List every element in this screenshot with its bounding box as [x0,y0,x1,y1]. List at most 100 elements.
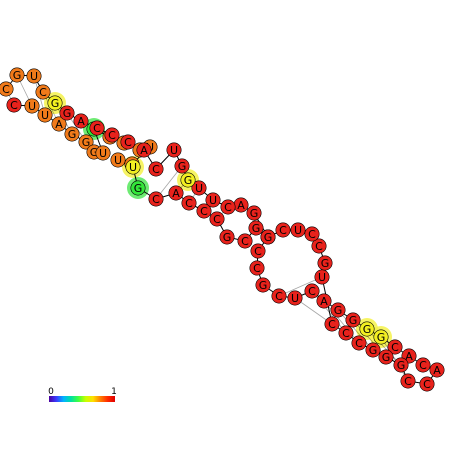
nucleotide-circle [181,195,197,211]
nucleotide-circle [249,260,265,276]
nucleotide-letter: C [152,163,160,176]
nucleotide-letter: A [405,350,413,363]
nucleotide: U [314,269,330,285]
nucleotide-letter: C [241,235,249,248]
nucleotide: G [219,229,235,245]
nucleotide-letter: U [30,70,38,83]
base-pair-bond [352,319,387,358]
nucleotide-letter: C [391,341,399,354]
nucleotide: U [125,159,141,175]
nucleotide-letter: C [253,262,261,275]
nucleotide-circle [196,203,212,219]
nucleotide-circle [24,98,40,114]
nucleotide-circle [9,67,25,83]
nucleotide-letter: C [2,83,10,96]
nucleotide: C [250,243,266,259]
nucleotide-layer: CUUAGGGUGCUCUGUUGCACCCGCGACCGCUCAGGGGCAC… [0,67,445,392]
nucleotide: C [120,134,136,150]
nucleotide: G [345,312,361,328]
nucleotide-circle [345,312,361,328]
nucleotide-letter: G [397,359,406,372]
nucleotide-circle [316,293,332,309]
nucleotide: G [317,255,333,271]
nucleotide-circle [359,321,375,337]
nucleotide-circle [246,205,262,221]
nucleotide-circle [120,134,136,150]
nucleotide-circle [78,134,94,150]
nucleotide: C [0,81,14,97]
nucleotide: G [248,220,264,236]
color-scale-legend: 0 1 [48,387,117,402]
nucleotide-letter: G [321,257,330,270]
nucleotide-letter: G [178,160,187,173]
nucleotide-letter: C [254,245,262,258]
nucleotide-circle [95,145,111,161]
nucleotide: C [271,288,287,304]
nucleotide: G [174,158,190,174]
nucleotide-letter: U [28,100,36,113]
nucleotide: C [196,203,212,219]
nucleotide-circle [89,120,105,136]
nucleotide: C [304,226,320,242]
nucleotide-letter: U [195,182,203,195]
nucleotide: C [148,191,164,207]
nucleotide-letter: C [404,375,412,388]
nucleotide-letter: C [185,197,193,210]
nucleotide-letter: G [334,304,343,317]
nucleotide-letter: C [342,327,350,340]
nucleotide-letter: G [264,231,273,244]
nucleotide-letter: C [279,224,287,237]
base-pair-bond [337,309,374,351]
nucleotide-letter: C [213,213,221,226]
nucleotide-circle [365,342,381,358]
nucleotide-circle [271,288,287,304]
nucleotide: A [316,293,332,309]
nucleotide-circle [180,172,196,188]
nucleotide-letter: A [77,115,85,128]
nucleotide: G [130,180,146,196]
nucleotide-circle [104,127,120,143]
nucleotide-circle [73,113,89,129]
nucleotide-letter: G [377,331,386,344]
nucleotide: U [191,180,207,196]
nucleotide: C [415,357,431,373]
nucleotide-circle [415,357,431,373]
nucleotide-letter: G [184,174,193,187]
base-pair-bond [323,300,360,344]
nucleotide-circle [26,68,42,84]
nucleotide: G [330,302,346,318]
nucleotide-letter: U [129,161,137,174]
nucleotide-circle [400,373,416,389]
nucleotide: A [51,116,67,132]
nucleotide: U [110,152,126,168]
nucleotide: C [104,127,120,143]
nucleotide-letter: C [10,99,18,112]
nucleotide-circle [275,222,291,238]
nucleotide-letter: G [134,182,143,195]
nucleotide: C [419,376,435,392]
nucleotide-circle [373,329,389,345]
nucleotide-circle [429,362,445,378]
nucleotide-letter: G [252,222,261,235]
nucleotide: C [400,373,416,389]
nucleotide-circle [378,349,394,365]
nucleotide: U [166,142,182,158]
nucleotide-letter: G [259,279,268,292]
nucleotide-circle [220,199,236,215]
nucleotide-circle [125,159,141,175]
nucleotide-circle [148,161,164,177]
nucleotide-letter: C [200,205,208,218]
nucleotide-circle [6,97,22,113]
nucleotide-circle [110,152,126,168]
base-pair-bond [294,297,333,325]
nucleotide-letter: G [349,314,358,327]
nucleotide: C [311,238,327,254]
nucleotide-letter: G [363,323,372,336]
nucleotide: C [351,335,367,351]
nucleotide: G [255,277,271,293]
nucleotide-letter: G [68,128,77,141]
nucleotide-circle [250,243,266,259]
nucleotide-letter: G [369,344,378,357]
nucleotide-letter: G [250,207,259,220]
